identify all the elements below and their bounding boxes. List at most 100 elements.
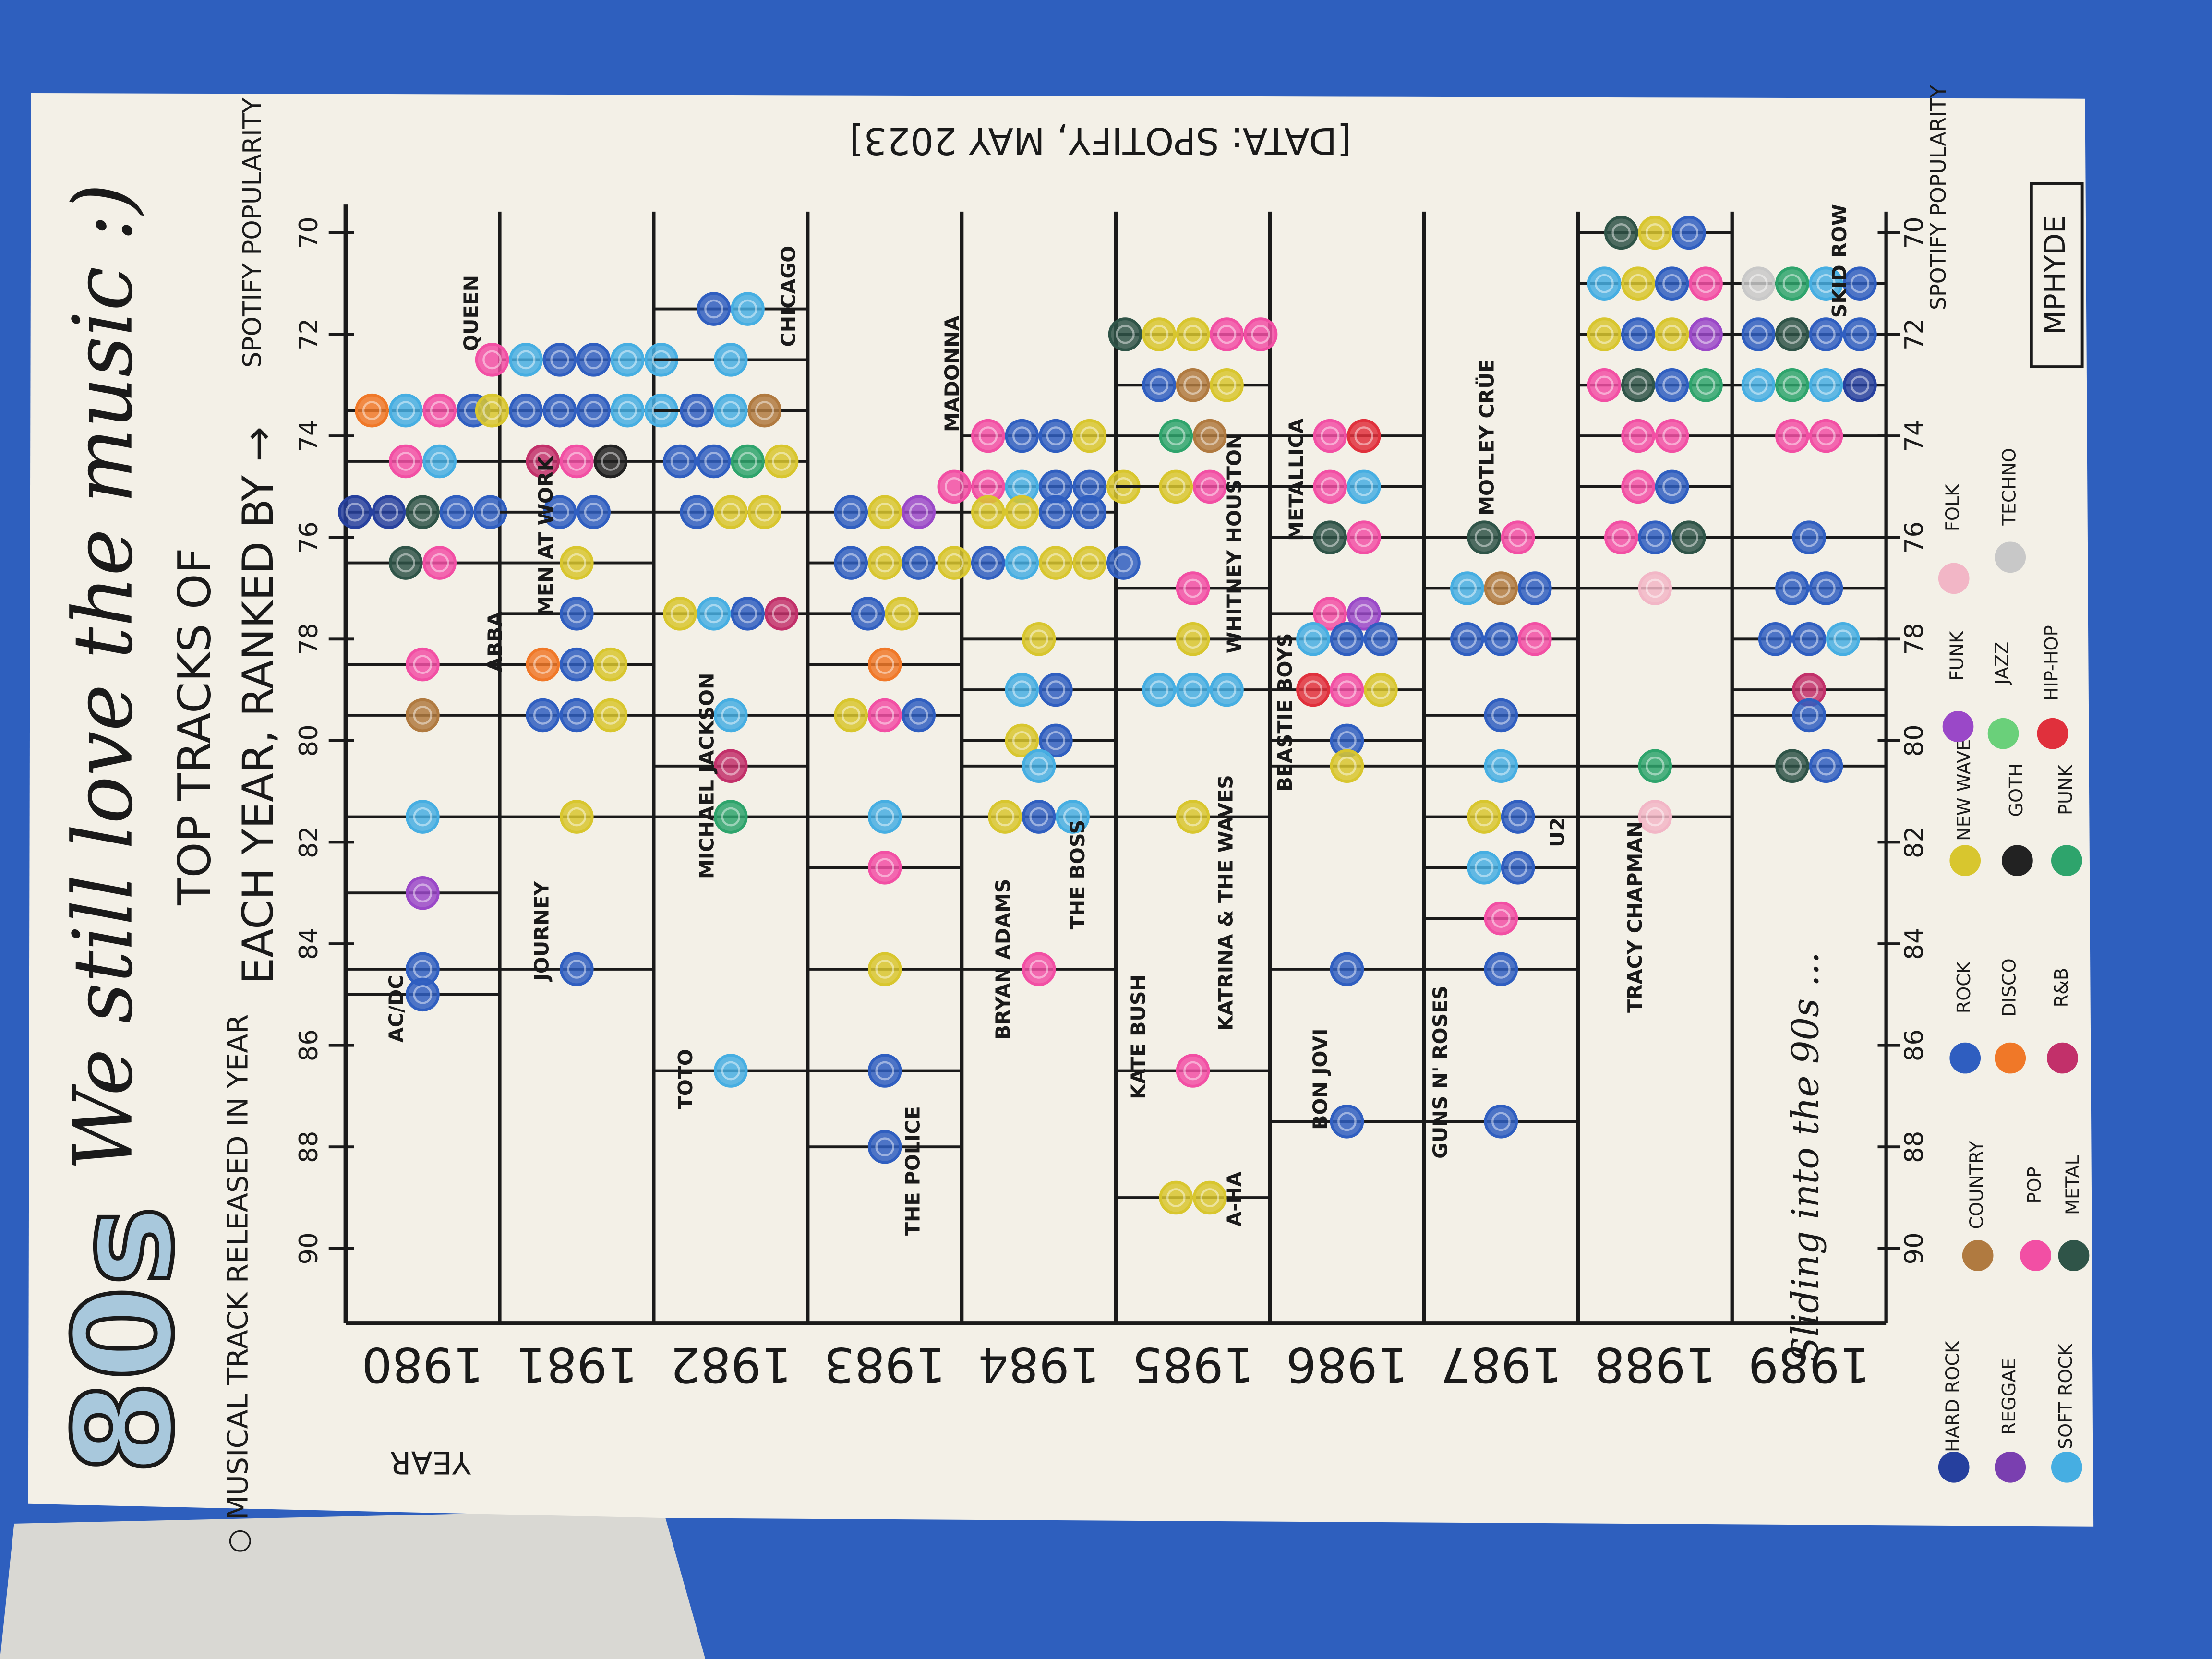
track-dot-ring [1491,578,1511,598]
track-dot-ring [533,655,553,674]
track-dot-ring [1816,426,1836,445]
track-dot [542,495,577,529]
legend-label: METAL [2063,1154,2084,1215]
track-dot-ring [1696,274,1716,293]
track-dot-ring [1200,1188,1220,1207]
track-dot [1775,266,1809,301]
track-dot-ring [1046,553,1066,573]
track-dot [714,749,748,783]
track-dot-ring [944,553,964,573]
track-dot-ring [1782,274,1802,293]
track-dot-ring [1114,553,1133,573]
artist-label: A-HA [1223,1171,1246,1226]
track-dot [834,698,868,733]
track-dot-ring [755,401,774,421]
track-dot-ring [584,401,603,421]
track-dot [1176,673,1210,707]
track-dot [867,698,902,733]
track-dot-ring [1371,629,1391,649]
y-tick-label-right: 90 [1899,1232,1929,1264]
track-dot [1022,952,1056,986]
y-tick-label: 86 [294,1029,324,1061]
x-tick-label: 1983 [824,1337,946,1393]
track-dot [1484,571,1518,605]
track-dot-ring [841,553,861,573]
track-dot-ring [1628,325,1648,344]
artist-label: KATRINA & THE WAVES [1214,775,1238,1031]
track-dot-ring [1782,756,1802,776]
track-dot [475,393,509,428]
track-dot [1243,317,1278,351]
track-dot-ring [1474,528,1494,547]
track-dot-ring [430,553,449,573]
track-dot [526,698,560,733]
track-dot-ring [909,706,928,725]
track-dot-ring [1337,629,1357,649]
note: Sliding into the 90s ... [1785,952,1827,1362]
track-dot [834,546,868,580]
legend-swatch [2020,1240,2051,1271]
track-dot [1484,749,1518,783]
track-dot [1193,469,1227,504]
track-dot [1655,419,1689,453]
artist-label: METALLICA [1285,418,1308,541]
artist-label: THE POLICE [901,1106,924,1236]
track-dot [1039,723,1073,758]
track-dot [1484,901,1518,936]
track-dot-ring [858,604,878,624]
artist-label: BON JOVI [1309,1028,1332,1130]
track-dot [509,343,543,377]
track-dot-ring [875,1137,895,1157]
legend-swatch [1995,1042,2026,1074]
track-dot-ring [601,655,620,674]
y-tick-label: 78 [294,623,324,655]
y-tick-label: 84 [294,927,324,960]
track-dot [1484,1105,1518,1139]
track-dot-ring [516,401,536,421]
track-dot-ring [1337,680,1357,699]
track-dot [610,343,645,377]
track-dot-ring [1457,629,1477,649]
track-dot-ring [1046,680,1066,699]
legend-label: TECHNO [1999,448,2020,526]
track-dot [560,952,594,986]
track-dot [764,444,799,479]
track-dot [406,977,440,1012]
track-dot [1039,546,1073,580]
track-dot [610,393,645,428]
track-dot-ring [1012,680,1032,699]
legend-swatch [2037,718,2068,749]
track-dot-ring [1491,629,1511,649]
y-tick-label-right: 84 [1899,927,1929,960]
track-dot [475,343,509,377]
track-dot [1741,368,1776,402]
track-dot [1843,266,1877,301]
track-dot [1501,800,1535,834]
track-dot [1621,419,1655,453]
artist-label: CHICAGO [777,246,800,347]
x-tick-label: 1989 [1748,1337,1870,1393]
track-dot [1621,368,1655,402]
track-dot [1313,597,1347,631]
y-tick-label: 90 [294,1232,324,1264]
track-dot [1501,851,1535,885]
track-dot-ring [1662,477,1682,496]
track-dot [1072,419,1107,453]
track-dot [1313,419,1347,453]
track-dot [731,292,765,326]
track-dot-ring [1662,274,1682,293]
artist-label: BRYAN ADAMS [991,879,1014,1040]
track-dot-ring [362,401,382,421]
y-tick-label: 70 [294,216,324,249]
legend-swatch [1949,1042,1981,1074]
track-dot-ring [1080,502,1099,522]
track-dot-ring [1116,325,1135,344]
track-dot-ring [1696,325,1716,344]
y-tick-label-right: 80 [1899,724,1929,757]
track-dot-ring [1525,629,1545,649]
track-dot-ring [670,452,690,471]
track-dot [1364,673,1398,707]
track-dot-ring [1012,553,1032,573]
track-dot [1313,520,1347,554]
track-dot-ring [1183,680,1202,699]
